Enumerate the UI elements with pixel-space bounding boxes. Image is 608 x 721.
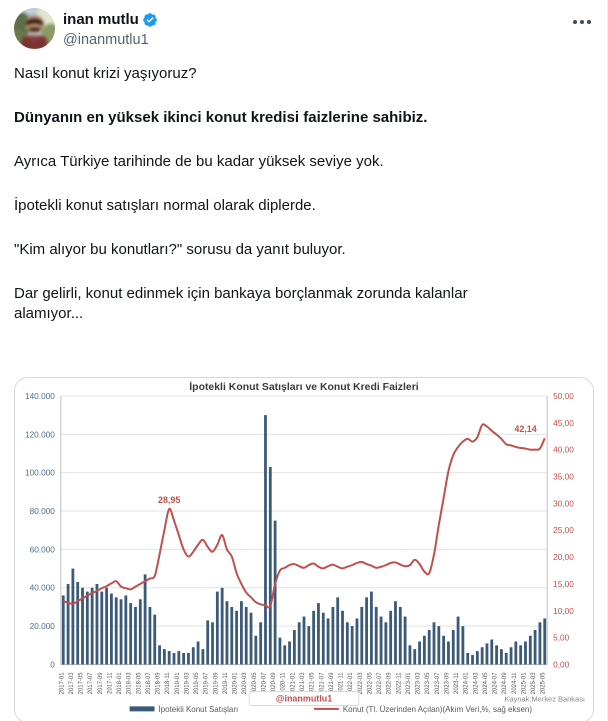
svg-text:10,00: 10,00 — [553, 607, 574, 616]
svg-text:Kaynak:Merkez Bankası: Kaynak:Merkez Bankası — [504, 694, 585, 703]
svg-text:50,00: 50,00 — [553, 392, 574, 401]
svg-text:2019-09: 2019-09 — [213, 672, 219, 695]
svg-text:@inanmutlu1: @inanmutlu1 — [276, 693, 333, 703]
svg-text:2019-07: 2019-07 — [204, 672, 210, 695]
svg-text:60.000: 60.000 — [30, 545, 56, 554]
svg-text:2021-05: 2021-05 — [310, 672, 316, 695]
svg-text:80.000: 80.000 — [30, 507, 56, 516]
svg-text:2022-01: 2022-01 — [348, 672, 354, 695]
svg-text:28,95: 28,95 — [158, 495, 180, 505]
svg-text:25,00: 25,00 — [553, 526, 574, 535]
svg-text:2017-11: 2017-11 — [107, 672, 113, 694]
svg-text:2021-07: 2021-07 — [319, 672, 325, 695]
svg-text:2024-09: 2024-09 — [502, 672, 508, 695]
svg-text:2020-01: 2020-01 — [233, 672, 239, 695]
svg-text:2018-07: 2018-07 — [146, 672, 152, 695]
svg-text:2020-05: 2020-05 — [252, 672, 258, 695]
svg-text:40,00: 40,00 — [553, 446, 574, 455]
svg-text:45,00: 45,00 — [553, 419, 574, 428]
svg-text:2022-11: 2022-11 — [396, 672, 402, 694]
svg-text:2023-07: 2023-07 — [435, 672, 441, 695]
svg-text:2023-05: 2023-05 — [425, 672, 431, 695]
svg-text:2019-01: 2019-01 — [175, 672, 181, 695]
svg-text:2022-07: 2022-07 — [377, 672, 383, 695]
svg-text:35,00: 35,00 — [553, 472, 574, 481]
svg-text:İpotekli Konut Satışları: İpotekli Konut Satışları — [159, 705, 239, 714]
svg-text:2024-05: 2024-05 — [483, 672, 489, 695]
svg-text:2025-03: 2025-03 — [531, 672, 537, 695]
svg-text:2017-03: 2017-03 — [69, 672, 75, 695]
svg-text:2022-03: 2022-03 — [358, 672, 364, 695]
svg-text:2025-01: 2025-01 — [521, 672, 527, 695]
svg-text:2017-05: 2017-05 — [79, 672, 85, 695]
svg-text:0: 0 — [50, 660, 55, 669]
svg-text:2024-11: 2024-11 — [512, 672, 518, 694]
svg-text:2019-11: 2019-11 — [223, 672, 229, 694]
svg-text:2024-03: 2024-03 — [473, 672, 479, 695]
svg-text:15,00: 15,00 — [553, 580, 574, 589]
svg-text:2018-03: 2018-03 — [127, 672, 133, 695]
svg-text:2018-11: 2018-11 — [165, 672, 171, 694]
svg-text:0,00: 0,00 — [553, 660, 569, 669]
svg-text:2020-09: 2020-09 — [271, 672, 277, 695]
svg-text:2022-05: 2022-05 — [367, 672, 373, 695]
svg-text:120.000: 120.000 — [25, 430, 55, 439]
svg-text:2024-01: 2024-01 — [464, 672, 470, 695]
svg-text:20.000: 20.000 — [30, 622, 56, 631]
svg-text:2018-01: 2018-01 — [117, 672, 123, 695]
svg-text:2021-01: 2021-01 — [290, 672, 296, 695]
svg-text:42,14: 42,14 — [514, 424, 536, 434]
svg-text:2022-09: 2022-09 — [387, 672, 393, 695]
svg-text:2018-09: 2018-09 — [156, 672, 162, 695]
svg-text:2020-11: 2020-11 — [281, 672, 287, 694]
svg-text:2023-03: 2023-03 — [416, 672, 422, 695]
svg-text:2019-05: 2019-05 — [194, 672, 200, 695]
svg-text:2020-07: 2020-07 — [261, 672, 267, 695]
svg-text:30,00: 30,00 — [553, 499, 574, 508]
svg-text:2017-01: 2017-01 — [59, 672, 65, 695]
svg-text:2023-01: 2023-01 — [406, 672, 412, 695]
svg-text:İpotekli Konut Satışları ve Ko: İpotekli Konut Satışları ve Konut Kredi … — [189, 380, 419, 393]
svg-text:5,00: 5,00 — [553, 634, 569, 643]
svg-text:2019-03: 2019-03 — [184, 672, 190, 695]
svg-text:140.000: 140.000 — [25, 392, 55, 401]
svg-text:2021-09: 2021-09 — [329, 672, 335, 695]
svg-text:40.000: 40.000 — [30, 584, 56, 593]
svg-text:2023-11: 2023-11 — [454, 672, 460, 694]
svg-text:20,00: 20,00 — [553, 553, 574, 562]
svg-text:2025-05: 2025-05 — [541, 672, 547, 695]
svg-text:2024-07: 2024-07 — [493, 672, 499, 695]
svg-text:2021-11: 2021-11 — [339, 672, 345, 694]
svg-text:2017-09: 2017-09 — [98, 672, 104, 695]
svg-text:Konut (Tl. Üzerinden Açılan)(A: Konut (Tl. Üzerinden Açılan)(Akım Veri,%… — [343, 705, 532, 714]
svg-text:2020-03: 2020-03 — [242, 672, 248, 695]
svg-text:2017-07: 2017-07 — [88, 672, 94, 695]
svg-text:2021-03: 2021-03 — [300, 672, 306, 695]
svg-text:100.000: 100.000 — [25, 469, 55, 478]
svg-text:2018-05: 2018-05 — [136, 672, 142, 695]
svg-text:2023-09: 2023-09 — [444, 672, 450, 695]
